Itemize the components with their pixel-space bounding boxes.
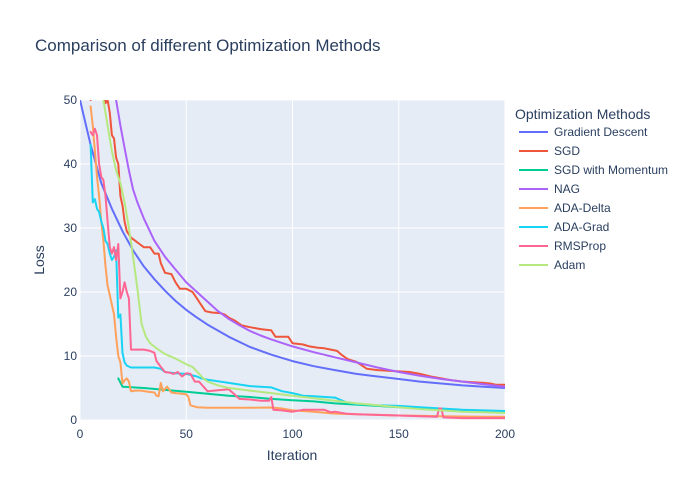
chart-title: Comparison of different Optimization Met… <box>35 36 381 55</box>
y-axis-title: Loss <box>31 245 47 275</box>
legend-label-sgd-with-momentum: SGD with Momentum <box>554 163 668 177</box>
y-tick-label: 20 <box>64 285 78 299</box>
x-tick-label: 100 <box>282 427 302 441</box>
x-axis-title: Iteration <box>267 447 318 463</box>
y-tick-label: 0 <box>70 413 77 427</box>
legend-label-ada-delta: ADA-Delta <box>554 201 611 215</box>
y-tick-label: 50 <box>64 93 78 107</box>
y-tick-label: 30 <box>64 221 78 235</box>
x-tick-label: 50 <box>180 427 194 441</box>
series-line-rmsprop <box>89 127 505 420</box>
series-layer <box>80 100 505 420</box>
legend-label-gradient-descent: Gradient Descent <box>554 125 648 139</box>
series-line-ada-delta <box>89 105 505 418</box>
legend-title: Optimization Methods <box>515 106 650 122</box>
axis-ticks: 0 50 100 150 200 0 10 20 30 40 50 <box>64 93 516 441</box>
legend-label-rmsprop: RMSProp <box>554 239 606 253</box>
series-line-nag <box>115 100 505 388</box>
y-tick-label: 10 <box>64 349 78 363</box>
grid <box>79 99 506 421</box>
legend-label-adam: Adam <box>554 258 585 272</box>
x-tick-label: 150 <box>389 427 409 441</box>
legend-label-sgd: SGD <box>554 144 580 158</box>
legend-label-nag: NAG <box>554 182 580 196</box>
series-line-adam <box>102 100 505 414</box>
series-line-gradient-descent <box>80 100 505 389</box>
y-tick-label: 40 <box>64 157 78 171</box>
legend-items: Gradient Descent SGD SGD with Momentum NAG A… <box>519 125 668 272</box>
legend-label-ada-grad: ADA-Grad <box>554 220 609 234</box>
x-tick-label: 0 <box>77 427 84 441</box>
legend: Optimization Methods Gradient Descent SGD… <box>515 106 668 272</box>
x-tick-label: 200 <box>495 427 515 441</box>
